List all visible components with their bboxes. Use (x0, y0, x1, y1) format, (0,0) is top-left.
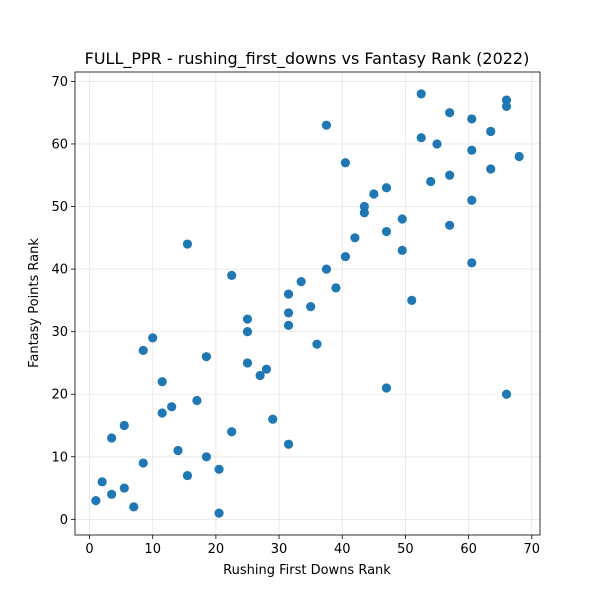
data-point (242, 314, 253, 324)
data-point (331, 283, 341, 293)
data-point (486, 126, 496, 137)
y-axis-label: Fantasy Points Rank (27, 238, 42, 368)
data-point (381, 383, 392, 393)
data-point (359, 208, 369, 218)
data-point (182, 470, 193, 481)
y-tick-label: 10 (51, 450, 68, 465)
data-point (129, 502, 139, 512)
data-point (397, 245, 407, 255)
data-point (350, 233, 360, 243)
y-tick-label: 50 (51, 200, 68, 215)
x-axis-label: Rushing First Downs Rank (223, 563, 391, 578)
data-points (91, 89, 524, 518)
data-point (283, 289, 294, 299)
data-point (340, 158, 351, 168)
data-point (501, 389, 512, 399)
data-point (467, 195, 477, 205)
data-point (306, 302, 316, 312)
data-point (397, 214, 407, 224)
x-axis-ticks: 0 10 20 30 40 50 60 70 (85, 535, 540, 557)
data-point (426, 176, 436, 187)
data-point (467, 114, 477, 124)
data-point (283, 308, 294, 318)
data-point (173, 445, 183, 456)
data-point (227, 427, 237, 437)
x-tick-label: 10 (144, 542, 161, 557)
chart-title: FULL_PPR - rushing_first_downs vs Fantas… (85, 49, 530, 69)
data-point (192, 395, 202, 406)
x-tick-label: 70 (524, 542, 541, 557)
y-axis-ticks: 0 10 20 30 40 50 60 70 (51, 75, 75, 528)
y-tick-label: 70 (51, 75, 68, 90)
y-tick-label: 40 (51, 263, 68, 278)
data-point (201, 352, 212, 362)
data-point (148, 333, 158, 343)
data-point (283, 439, 294, 449)
data-point (514, 151, 524, 162)
data-point (119, 420, 129, 431)
data-point (255, 370, 265, 381)
data-point (321, 264, 332, 274)
data-point (283, 320, 294, 330)
data-point (340, 251, 351, 262)
x-tick-label: 0 (85, 542, 93, 557)
y-tick-label: 0 (60, 513, 68, 528)
data-point (296, 277, 306, 287)
data-point (227, 270, 237, 280)
y-tick-label: 60 (51, 137, 68, 152)
x-tick-label: 60 (460, 542, 477, 557)
x-tick-label: 50 (397, 542, 414, 557)
data-point (91, 495, 101, 506)
x-tick-label: 20 (208, 542, 225, 557)
data-point (182, 239, 193, 249)
data-point (445, 108, 455, 118)
data-point (157, 408, 167, 418)
data-point (268, 414, 278, 424)
data-point (486, 164, 496, 174)
data-point (407, 295, 417, 305)
data-point (381, 226, 392, 237)
data-point (242, 358, 253, 368)
data-point (261, 364, 272, 374)
data-point (445, 220, 455, 230)
data-point (107, 489, 117, 499)
data-point (214, 464, 224, 474)
data-point (214, 508, 224, 518)
x-tick-label: 40 (334, 542, 351, 557)
data-point (416, 89, 426, 99)
y-tick-label: 30 (51, 325, 68, 340)
data-point (381, 183, 392, 193)
data-point (242, 327, 253, 337)
data-point (201, 452, 212, 462)
data-point (138, 458, 148, 468)
grid (75, 72, 540, 535)
data-point (167, 402, 177, 412)
x-tick-label: 30 (271, 542, 288, 557)
plot-frame (74, 71, 541, 536)
data-point (119, 483, 129, 493)
data-point (312, 339, 322, 349)
data-point (157, 377, 167, 387)
data-point (445, 170, 455, 180)
data-point (107, 433, 117, 443)
y-tick-label: 20 (51, 388, 68, 403)
data-point (467, 258, 477, 268)
data-point (467, 145, 477, 155)
data-point (369, 189, 379, 199)
data-point (501, 101, 512, 112)
data-point (321, 120, 332, 130)
data-point (138, 345, 148, 356)
data-point (97, 477, 107, 487)
data-point (432, 139, 442, 149)
data-point (416, 133, 426, 143)
